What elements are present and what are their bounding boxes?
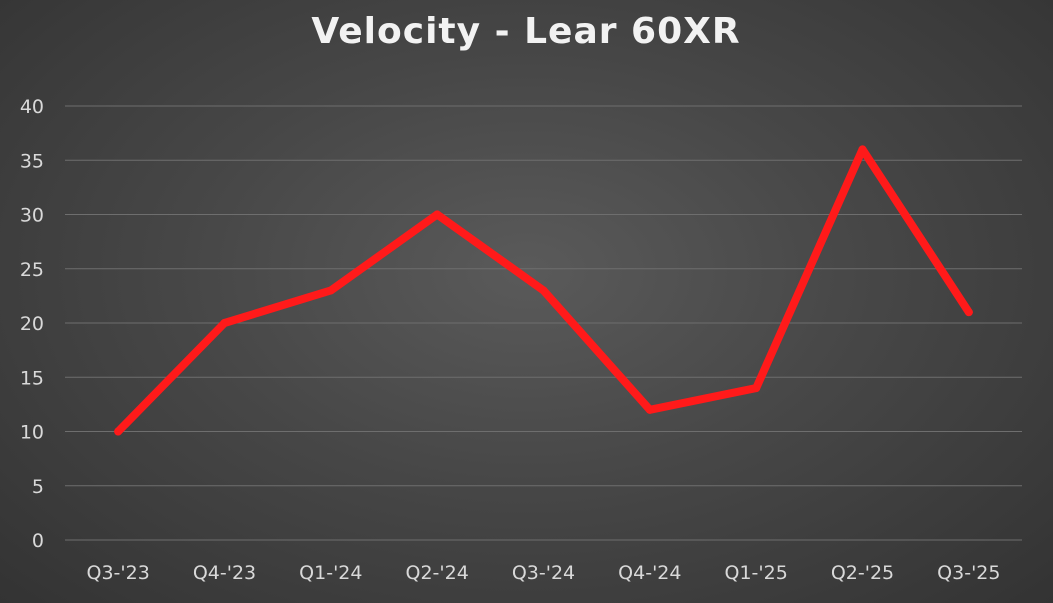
x-tick-label: Q2-'24 (406, 562, 469, 584)
x-tick-label: Q1-'25 (725, 562, 788, 584)
data-point (858, 145, 867, 154)
y-tick-label: 5 (32, 476, 44, 498)
y-tick-label: 25 (20, 259, 44, 281)
y-tick-label: 0 (32, 530, 44, 552)
data-point (326, 286, 335, 295)
data-point (539, 286, 548, 295)
data-point (964, 308, 973, 317)
data-point (752, 384, 761, 393)
series-layer (114, 145, 973, 436)
y-tick-label: 40 (20, 96, 44, 118)
y-axis-tick-labels: 0 5 10 15 20 25 30 35 40 (20, 96, 44, 552)
y-tick-label: 20 (20, 313, 44, 335)
x-tick-label: Q4-'23 (193, 562, 256, 584)
y-tick-label: 30 (20, 205, 44, 227)
x-tick-label: Q3-'24 (512, 562, 575, 584)
data-point (645, 405, 654, 414)
y-tick-label: 35 (20, 150, 44, 172)
x-tick-label: Q3-'25 (937, 562, 1000, 584)
chart-title: Velocity - Lear 60XR (311, 11, 740, 52)
y-tick-label: 10 (20, 422, 44, 444)
x-tick-label: Q2-'25 (831, 562, 894, 584)
y-tick-label: 15 (20, 367, 44, 389)
data-point (220, 319, 229, 327)
x-tick-label: Q4-'24 (618, 562, 681, 584)
x-axis-tick-labels: Q3-'23 Q4-'23 Q1-'24 Q2-'24 Q3-'24 Q4-'24 Q1-'… (87, 562, 1001, 584)
data-point (433, 210, 442, 219)
x-tick-label: Q3-'23 (87, 562, 150, 584)
x-tick-label: Q1-'24 (299, 562, 362, 584)
data-point (114, 427, 123, 436)
